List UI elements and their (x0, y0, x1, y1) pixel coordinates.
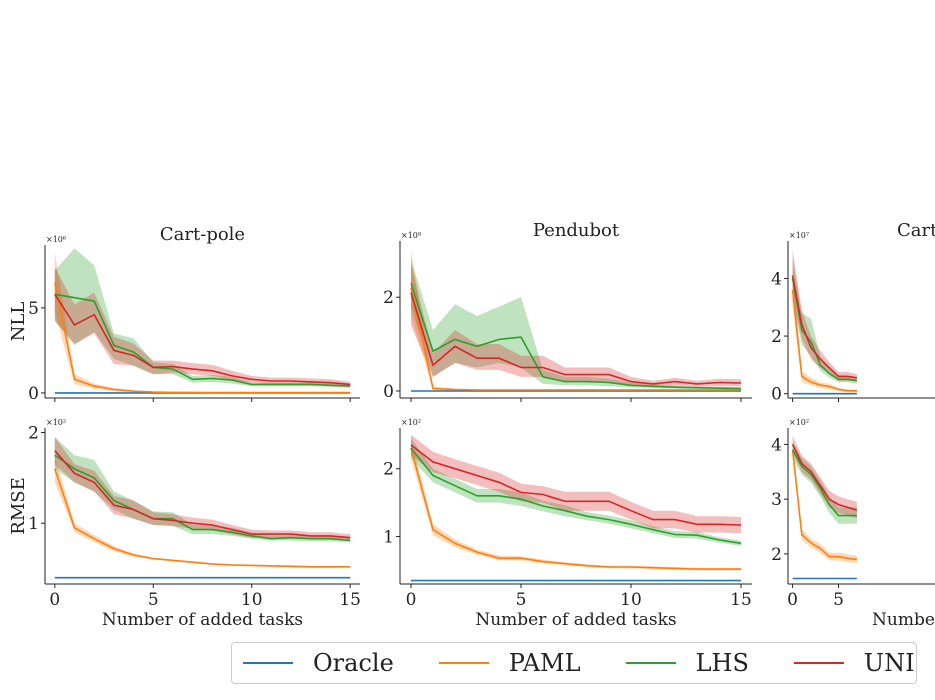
plot-area-4 (410, 434, 742, 582)
x-axis-label-5: Number (872, 610, 935, 630)
line-paml-5 (791, 449, 857, 561)
y-tick-label-3-0: 1 (28, 514, 39, 534)
line-paml-4 (410, 448, 741, 570)
x-axis-label-4: Number of added tasks (475, 610, 676, 630)
panel-4: 0 5 10 15 1 2 ×10² Number of added tasks (383, 418, 752, 630)
band-lhs-4 (411, 438, 741, 546)
x-tick-label-4-0: 0 (406, 590, 417, 610)
legend-item-paml: PAML (436, 649, 581, 677)
legend-item-uni: UNI (791, 649, 915, 677)
y-tick-label-4-1: 2 (383, 460, 394, 480)
y-tick-label-4-0: 1 (383, 528, 394, 548)
y-tick-label-1-1: 2 (383, 288, 394, 308)
y-multiplier-5: ×10² (789, 418, 809, 427)
y-multiplier-1: ×10⁸ (401, 231, 421, 240)
line-uni-4 (410, 444, 742, 526)
legend-item-oracle: Oracle (240, 649, 394, 677)
x-tick-label-4-3: 15 (730, 590, 752, 610)
panel-1: 0 2 ×10⁸ Pendubot (383, 220, 752, 402)
legend-swatch-paml (438, 662, 489, 664)
line-lhs-0 (54, 293, 351, 387)
y-tick-label-5-2: 4 (771, 435, 782, 455)
y-tick-label-5-1: 3 (771, 490, 782, 510)
y-multiplier-4: ×10² (401, 418, 421, 427)
y-tick-label-2-1: 2 (771, 327, 782, 347)
panel-0: 0 5 ×10⁶ Cart-pole NLL (8, 224, 360, 404)
panel-2: 0 2 4 ×10⁷ Cart- (771, 220, 935, 405)
line-uni-1 (410, 292, 742, 385)
panel-title-1: Pendubot (533, 220, 620, 241)
legend-label-oracle: Oracle (313, 649, 394, 677)
line-uni-5 (791, 444, 858, 511)
y-tick-label-2-0: 0 (771, 385, 782, 405)
y-tick-label-3-1: 2 (28, 424, 39, 444)
x-tick-label-3-3: 15 (339, 590, 361, 610)
x-tick-label-4-1: 5 (516, 590, 527, 610)
line-lhs-1 (410, 282, 742, 390)
y-tick-label-1-0: 0 (383, 382, 394, 402)
y-multiplier-3: ×10² (46, 418, 66, 427)
legend-swatch-uni (793, 662, 844, 664)
panel-title-0: Cart-pole (160, 224, 245, 245)
plot-area-3 (54, 437, 351, 579)
band-lhs-3 (54, 437, 351, 543)
line-lhs-5 (791, 449, 857, 517)
line-paml-0 (54, 282, 351, 394)
band-uni-0 (54, 267, 351, 387)
y-tick-label-0-1: 5 (28, 299, 39, 319)
x-tick-label-3-1: 5 (148, 590, 159, 610)
y-multiplier-0: ×10⁶ (46, 235, 66, 244)
band-lhs-2 (792, 258, 857, 384)
line-uni-0 (54, 293, 351, 386)
x-tick-label-3-0: 0 (49, 590, 60, 610)
y-axis-label-3: RMSE (8, 477, 29, 534)
band-uni-2 (792, 249, 857, 382)
y-tick-label-2-2: 4 (771, 269, 782, 289)
panel-5: 0 5 2 3 4 ×10² Number (771, 418, 935, 630)
x-axis-label-3: Number of added tasks (102, 610, 303, 630)
line-paml-2 (791, 289, 857, 392)
legend-item-lhs: LHS (623, 649, 749, 677)
line-paml-1 (410, 287, 741, 391)
legend-label-lhs: LHS (695, 649, 749, 677)
band-lhs-1 (411, 259, 741, 390)
y-axis-label-0: NLL (8, 302, 29, 342)
legend-label-paml: PAML (508, 649, 581, 677)
plot-area-0 (54, 248, 351, 394)
legend: Oracle PAML LHS UNI (231, 642, 917, 684)
band-lhs-0 (54, 248, 351, 388)
line-paml-3 (54, 468, 351, 568)
plot-area-2 (791, 249, 858, 395)
line-uni-2 (791, 275, 858, 379)
x-tick-label-3-2: 10 (241, 590, 263, 610)
panel-3: 0 5 10 15 1 2 ×10² RMSE Number of added tasks (8, 418, 361, 630)
legend-swatch-lhs (625, 662, 676, 664)
line-lhs-2 (791, 278, 858, 382)
line-uni-3 (54, 450, 351, 539)
band-uni-3 (54, 437, 351, 541)
legend-label-uni: UNI (863, 649, 915, 677)
panel-title-2: Cart- (897, 220, 935, 241)
x-tick-label-5-1: 5 (833, 590, 844, 610)
x-tick-label-5-0: 0 (787, 590, 798, 610)
band-uni-1 (411, 264, 741, 387)
y-tick-label-0-0: 0 (28, 384, 39, 404)
legend-swatch-oracle (243, 662, 293, 664)
plot-area-1 (410, 250, 742, 392)
band-uni-4 (411, 434, 741, 534)
y-multiplier-2: ×10⁷ (789, 231, 809, 240)
plot-area-5 (791, 436, 858, 580)
band-uni-5 (792, 436, 857, 519)
y-tick-label-5-0: 2 (771, 545, 782, 565)
line-lhs-3 (54, 454, 351, 542)
x-tick-label-4-2: 10 (620, 590, 642, 610)
line-lhs-4 (410, 447, 742, 545)
